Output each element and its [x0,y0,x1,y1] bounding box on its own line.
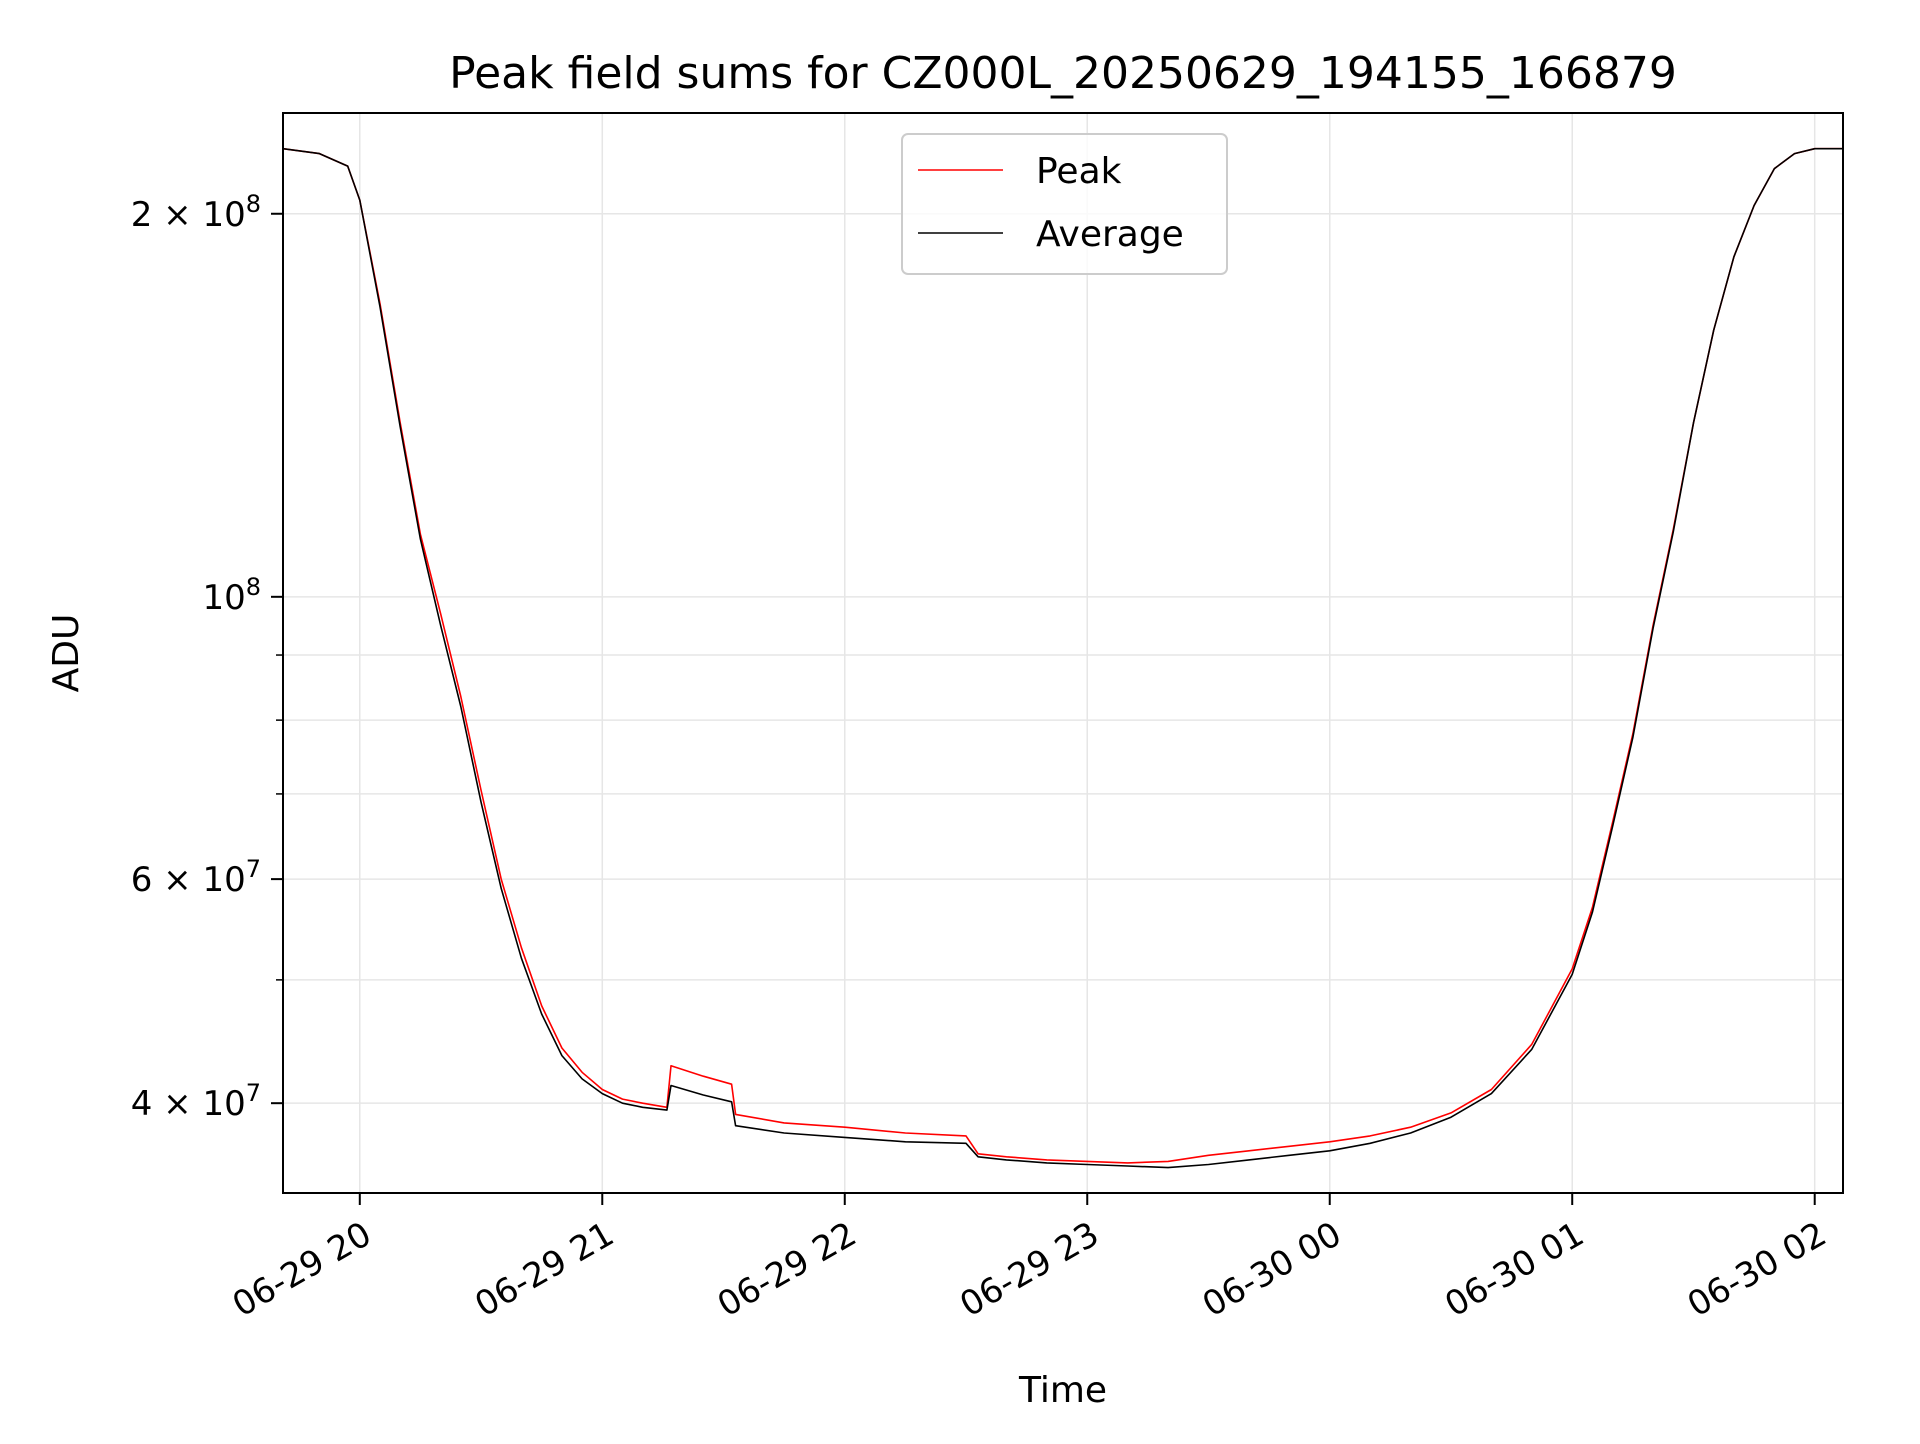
legend-box [901,133,1228,275]
legend: Peak Average [901,133,1228,275]
plot-frame [282,112,1844,1194]
y-tick-mantissa: 6 [131,860,153,900]
series-group [283,147,1843,1169]
y-tick-mantissa: 4 [131,1084,153,1124]
legend-label-average: Average [1036,214,1184,255]
y-axis-label: ADU [46,614,87,693]
y-tick-mantissa: 2 [131,195,153,235]
y-tick-exponent: 7 [246,1079,261,1107]
series-line-average [283,147,1843,1169]
x-axis-label: Time [1018,1370,1107,1411]
y-tick-exponent: 7 [246,855,261,883]
legend-label-peak: Peak [1036,151,1122,192]
y-tick-exponent: 8 [246,573,261,601]
chart-title: Peak field sums for CZ000L_20250629_1941… [449,48,1677,99]
y-tick-exponent: 8 [246,190,261,218]
y-tick-label: 6 × 107 [131,855,261,900]
y-tick-label: 2 × 108 [131,190,261,235]
y-tick-label: 4 × 107 [131,1079,261,1124]
